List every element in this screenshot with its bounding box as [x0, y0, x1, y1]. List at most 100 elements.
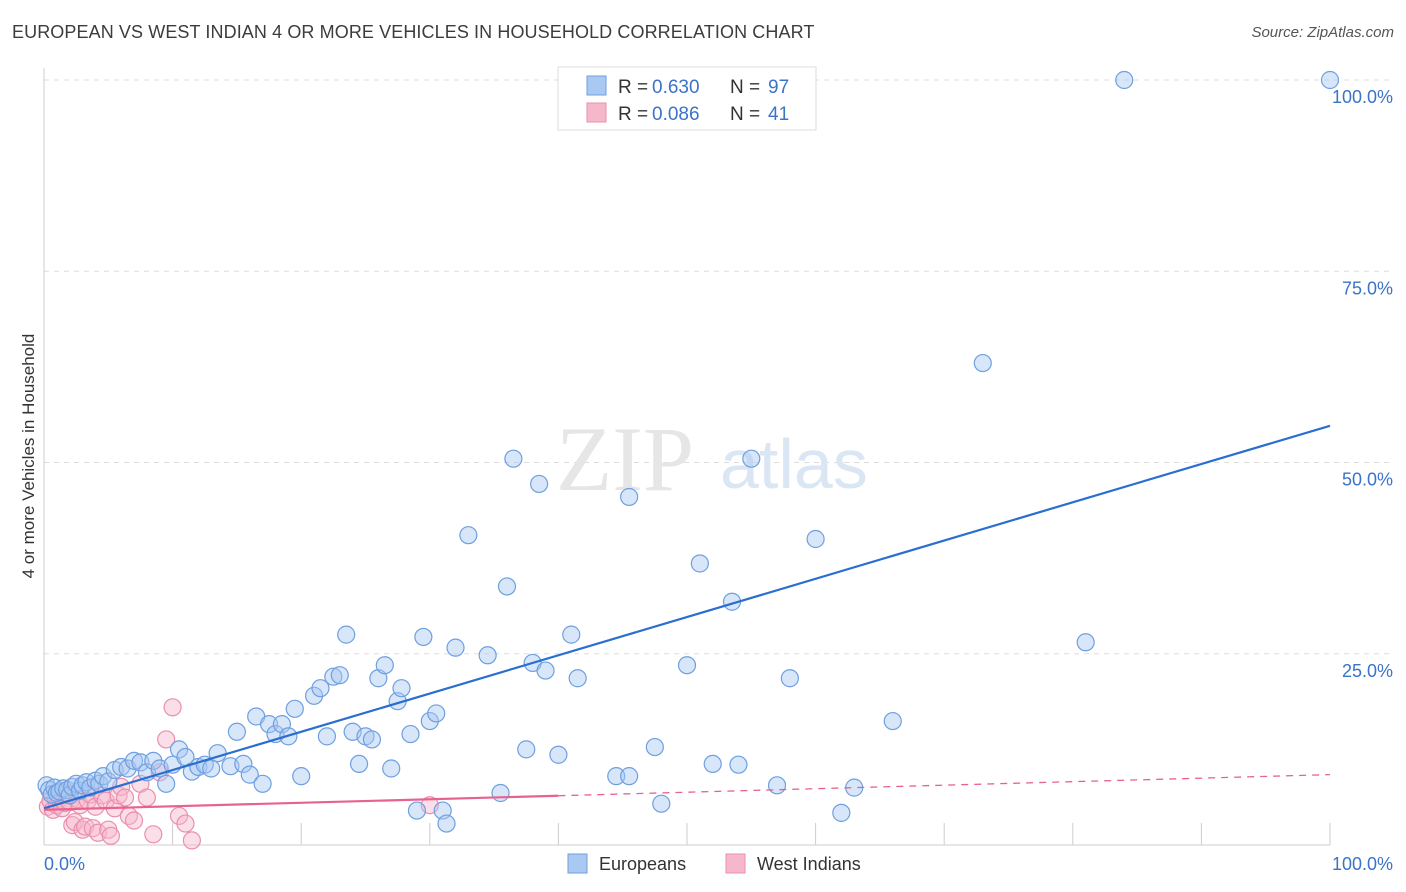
europeans-point: [517, 740, 536, 759]
x-tick-label-max: 100.0%: [1332, 854, 1393, 874]
europeans-point: [780, 669, 799, 688]
europeans-point: [652, 794, 671, 813]
legend-swatch-europeans: [586, 75, 607, 96]
europeans-point: [375, 656, 394, 675]
europeans-point: [446, 638, 465, 657]
europeans-point: [530, 474, 549, 494]
europeans-point: [317, 727, 337, 746]
europeans-point: [742, 449, 761, 468]
europeans-point: [259, 715, 279, 734]
europeans-point: [311, 679, 330, 698]
europeans-point: [883, 711, 902, 731]
west-indians-trend-line: [43, 794, 559, 811]
legend-box: R = 0.630 N = 97 R = 0.086 N = 41: [557, 66, 817, 131]
europeans-point: [253, 774, 272, 793]
legend-n-label-1: N =: [730, 77, 760, 98]
chart-title: EUROPEAN VS WEST INDIAN 4 OR MORE VEHICL…: [12, 22, 815, 42]
europeans-point: [607, 767, 626, 786]
europeans-point: [234, 754, 253, 774]
y-axis-label: 4 or more Vehicles in Household: [19, 334, 38, 579]
europeans-point: [240, 765, 259, 784]
europeans-point: [227, 722, 246, 741]
europeans-point: [292, 767, 311, 786]
europeans-point: [536, 661, 555, 680]
x-tick-label-min: 0.0%: [44, 854, 85, 874]
europeans-point: [562, 625, 581, 644]
west-indians-point: [124, 811, 144, 830]
west-indians-point: [115, 788, 135, 807]
europeans-point: [620, 487, 639, 507]
europeans-point: [459, 526, 478, 545]
europeans-point: [285, 699, 304, 718]
bottom-legend-europeans: Europeans: [599, 854, 686, 874]
west-indians-point: [163, 698, 182, 717]
europeans-point: [703, 754, 722, 774]
europeans-point: [401, 724, 420, 744]
west-indians-point: [144, 825, 163, 844]
legend-r-value-1: 0.630: [652, 77, 700, 98]
europeans-point: [729, 755, 748, 774]
europeans-point: [382, 759, 401, 778]
west-indians-point: [182, 831, 201, 850]
europeans-point: [645, 737, 664, 757]
europeans-point: [497, 577, 517, 596]
europeans-point: [124, 751, 144, 770]
legend-r-label-1: R =: [618, 77, 648, 98]
europeans-point: [677, 656, 697, 675]
legend-n-label-2: N =: [730, 104, 760, 125]
y-tick-label: 100.0%: [1332, 87, 1393, 107]
europeans-point: [1320, 70, 1340, 90]
europeans-point: [392, 679, 411, 698]
europeans-points: [37, 70, 1340, 833]
europeans-point: [330, 666, 349, 685]
europeans-point: [620, 767, 639, 786]
europeans-trend-line: [43, 424, 1331, 810]
source-label: Source: ZipAtlas.com: [1251, 24, 1394, 41]
west-indians-point: [65, 812, 84, 832]
europeans-point: [973, 353, 992, 373]
europeans-point: [94, 767, 113, 786]
west-indians-point: [157, 730, 176, 749]
y-tick-label: 25.0%: [1342, 661, 1393, 681]
europeans-point: [1115, 70, 1134, 90]
europeans-point: [362, 730, 382, 749]
europeans-point: [568, 669, 587, 688]
y-tick-label: 50.0%: [1342, 470, 1393, 490]
europeans-point: [832, 803, 851, 822]
europeans-point: [806, 529, 825, 549]
west-indians-point: [86, 797, 105, 816]
europeans-point: [491, 783, 510, 803]
europeans-point: [427, 704, 446, 723]
bottom-legend-west-indians: West Indians: [757, 854, 861, 874]
y-tick-labels: 25.0% 50.0% 75.0% 100.0%: [1332, 87, 1393, 681]
europeans-point: [337, 625, 356, 644]
europeans-point: [767, 776, 787, 795]
legend-r-label-2: R =: [618, 104, 648, 125]
europeans-point: [414, 627, 433, 647]
watermark-zip: ZIP: [556, 408, 694, 510]
legend-n-value-1: 97: [768, 77, 789, 98]
y-tick-label: 75.0%: [1342, 278, 1393, 298]
bottom-legend-swatch-west-indians: [725, 853, 746, 874]
europeans-point: [349, 754, 369, 774]
bottom-legend-swatch-europeans: [567, 853, 588, 874]
europeans-point: [407, 801, 427, 820]
europeans-point: [324, 667, 343, 686]
europeans-point: [690, 554, 709, 573]
legend-r-value-2: 0.086: [652, 104, 700, 125]
west-indians-trend-line-extrapolated: [558, 773, 1331, 797]
grid-lines: [44, 79, 1393, 846]
europeans-point: [1076, 633, 1095, 652]
watermark: ZIP atlas: [556, 408, 868, 510]
west-indians-point: [101, 826, 120, 845]
west-indians-point: [137, 788, 156, 807]
europeans-point: [504, 449, 523, 468]
bottom-legend: Europeans West Indians: [567, 853, 861, 874]
europeans-point: [202, 759, 221, 778]
trend-lines: [43, 424, 1331, 811]
watermark-atlas: atlas: [720, 425, 868, 503]
legend-swatch-west-indians: [586, 102, 607, 123]
europeans-point: [157, 774, 176, 793]
europeans-point: [478, 646, 497, 665]
